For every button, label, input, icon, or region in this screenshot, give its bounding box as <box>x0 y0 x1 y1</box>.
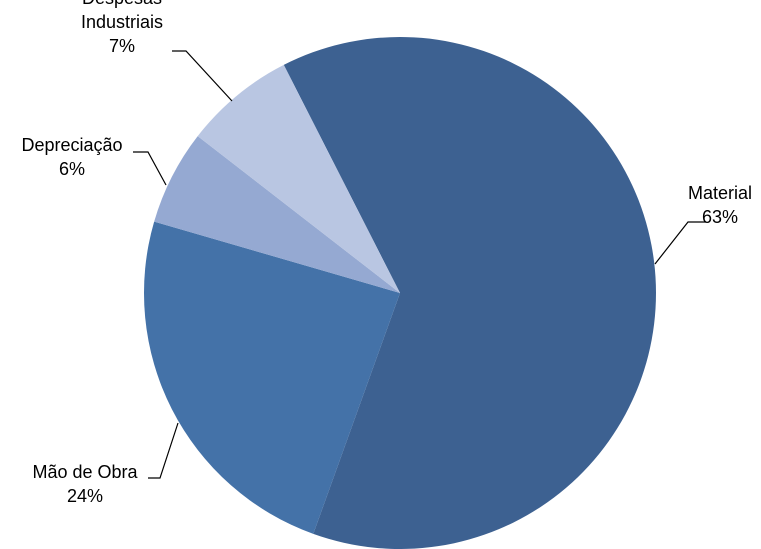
slice-name: Material <box>688 183 752 203</box>
leader-line-depreciacao <box>133 151 167 186</box>
pie-slices <box>143 37 656 549</box>
slice-label-mao-de-obra: Mão de Obra 24% <box>32 462 138 506</box>
slice-percent: 24% <box>67 486 103 506</box>
leader-lines <box>133 50 706 479</box>
leader-line-mao-de-obra <box>148 422 179 479</box>
slice-name: Industriais <box>81 12 163 32</box>
slice-name: Depreciação <box>21 135 122 155</box>
slice-label-despesas-industriais: Despesas Industriais 7% <box>81 0 163 56</box>
pie-slice-material <box>283 37 656 549</box>
slice-label-depreciacao: Depreciação 6% <box>21 135 122 179</box>
slice-name: Mão de Obra <box>32 462 138 482</box>
pie-slice-despesas-industriais <box>197 64 400 294</box>
leader-line-material <box>654 221 706 265</box>
slice-name: Despesas <box>82 0 162 8</box>
slice-percent: 7% <box>109 36 135 56</box>
pie-slice-depreciacao <box>154 136 400 293</box>
leader-line-despesas-industriais <box>172 50 233 102</box>
pie-slice-mao-de-obra <box>143 221 400 534</box>
slice-label-material: Material 63% <box>688 183 752 227</box>
slice-percent: 6% <box>59 159 85 179</box>
slice-percent: 63% <box>702 207 738 227</box>
